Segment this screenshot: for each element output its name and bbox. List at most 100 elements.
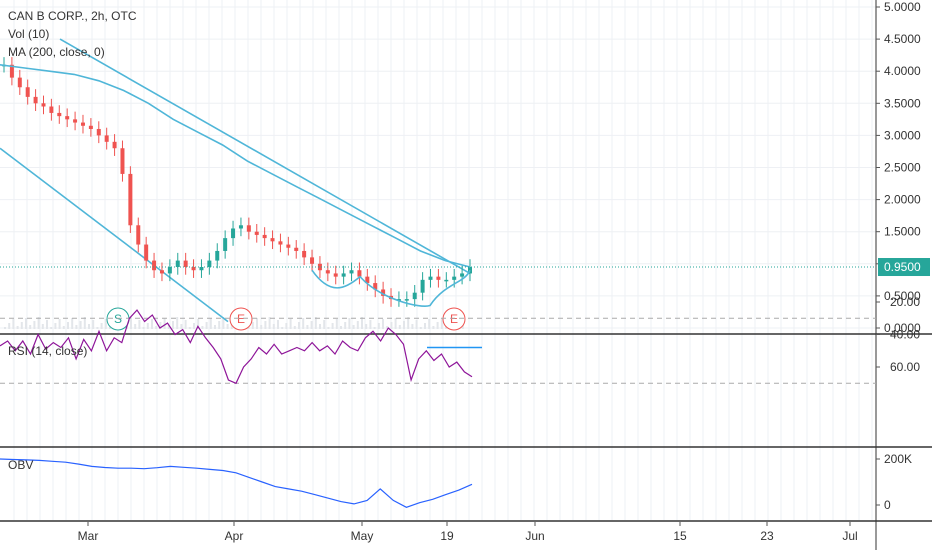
candle-body xyxy=(223,238,228,251)
volume-bar xyxy=(71,318,74,329)
candle-body xyxy=(49,106,54,113)
candle-body xyxy=(136,225,141,245)
volume-bar xyxy=(335,319,338,329)
volume-bar xyxy=(151,319,153,329)
candle-body xyxy=(381,289,386,296)
time-tick-label: Jul xyxy=(842,529,857,543)
volume-bar xyxy=(285,323,288,329)
volume-bar xyxy=(29,325,32,329)
volume-bar xyxy=(58,319,61,329)
candle-body xyxy=(310,257,315,264)
obv-tick-label: 200K xyxy=(884,452,912,466)
candle-body xyxy=(246,225,251,232)
candle-body xyxy=(207,260,212,268)
candle-body xyxy=(17,77,22,88)
volume-bar xyxy=(167,325,170,329)
volume-bar xyxy=(302,318,305,329)
volume-bar xyxy=(146,323,149,329)
volume-bar xyxy=(205,322,208,329)
volume-bar xyxy=(306,325,309,329)
time-tick-label: 15 xyxy=(673,529,687,543)
volume-bar xyxy=(197,319,200,329)
obv-tick-label: 0 xyxy=(884,498,891,512)
volume-bar xyxy=(163,318,166,329)
volume-bar xyxy=(428,319,431,329)
candle-body xyxy=(191,267,196,271)
volume-bar xyxy=(222,317,225,329)
volume-bar xyxy=(155,326,158,329)
candle-body xyxy=(302,250,307,258)
last-price-badge xyxy=(878,258,930,277)
candle-body xyxy=(159,270,164,274)
volume-bar xyxy=(256,318,258,329)
volume-bar xyxy=(348,318,351,329)
volume-bar xyxy=(4,327,6,329)
volume-bar xyxy=(37,317,40,329)
rsi-tick-label: 20.00 xyxy=(890,295,920,309)
volume-bar xyxy=(83,317,86,329)
volume-bar xyxy=(67,322,69,329)
event-marker xyxy=(442,307,466,331)
rsi-line xyxy=(0,309,473,385)
candle-body xyxy=(33,96,38,104)
volume-bar xyxy=(176,317,179,329)
candle-body xyxy=(357,270,362,277)
candle-body xyxy=(238,225,243,229)
volume-bar xyxy=(46,320,48,329)
candle-body xyxy=(199,267,204,271)
volume-bar xyxy=(369,320,372,329)
volume-bar xyxy=(403,321,405,329)
rsi-title: RSI (14, close) xyxy=(8,344,88,358)
volume-bar xyxy=(356,321,359,329)
candle-body xyxy=(73,119,78,123)
price-tick-label: 2.5000 xyxy=(884,161,921,175)
volume-bar xyxy=(92,320,95,329)
candle-body xyxy=(88,125,93,129)
volume-bar xyxy=(193,323,195,329)
volume-bar xyxy=(16,326,19,329)
price-tick-label: 2.0000 xyxy=(884,193,921,207)
candle-body xyxy=(167,267,172,274)
volume-bar xyxy=(260,325,263,329)
candle-body xyxy=(428,276,433,280)
volume-bar xyxy=(310,321,313,329)
volume-bar xyxy=(33,321,36,329)
candle-body xyxy=(317,263,322,271)
time-tick-label: 23 xyxy=(760,529,774,543)
volume-bar xyxy=(398,325,401,329)
volume-indicator-label: Vol (10) xyxy=(8,27,50,41)
volume-bar xyxy=(50,327,53,329)
volume-bar xyxy=(344,322,347,329)
volume-bar xyxy=(218,321,221,329)
volume-bar xyxy=(319,324,321,329)
volume-bar xyxy=(327,327,330,329)
volume-bar xyxy=(424,323,426,329)
candle-body xyxy=(420,279,425,293)
price-tick-label: 4.5000 xyxy=(884,32,921,46)
volume-bar xyxy=(184,320,187,329)
candle-body xyxy=(373,283,378,290)
volume-bar xyxy=(289,319,292,329)
volume-bar xyxy=(134,324,137,329)
candle-body xyxy=(41,103,46,107)
volume-bar xyxy=(12,319,15,329)
event-marker-label: E xyxy=(450,312,458,326)
time-tick-label: May xyxy=(351,529,374,543)
volume-bar xyxy=(440,318,443,329)
volume-bar xyxy=(96,327,99,329)
volume-bar xyxy=(79,321,82,329)
volume-bar xyxy=(54,323,57,329)
rsi-tick-label: 40.00 xyxy=(890,328,920,342)
candle-body xyxy=(278,241,283,245)
volume-bar xyxy=(340,326,342,329)
volume-bar xyxy=(201,326,204,329)
candle-body xyxy=(104,135,109,142)
candle-body xyxy=(96,128,101,136)
rsi-tick-label: 60.00 xyxy=(890,360,920,374)
obv-line xyxy=(0,458,473,508)
candle-body xyxy=(128,173,133,226)
volume-bar xyxy=(209,318,212,329)
volume-bar xyxy=(382,319,384,329)
